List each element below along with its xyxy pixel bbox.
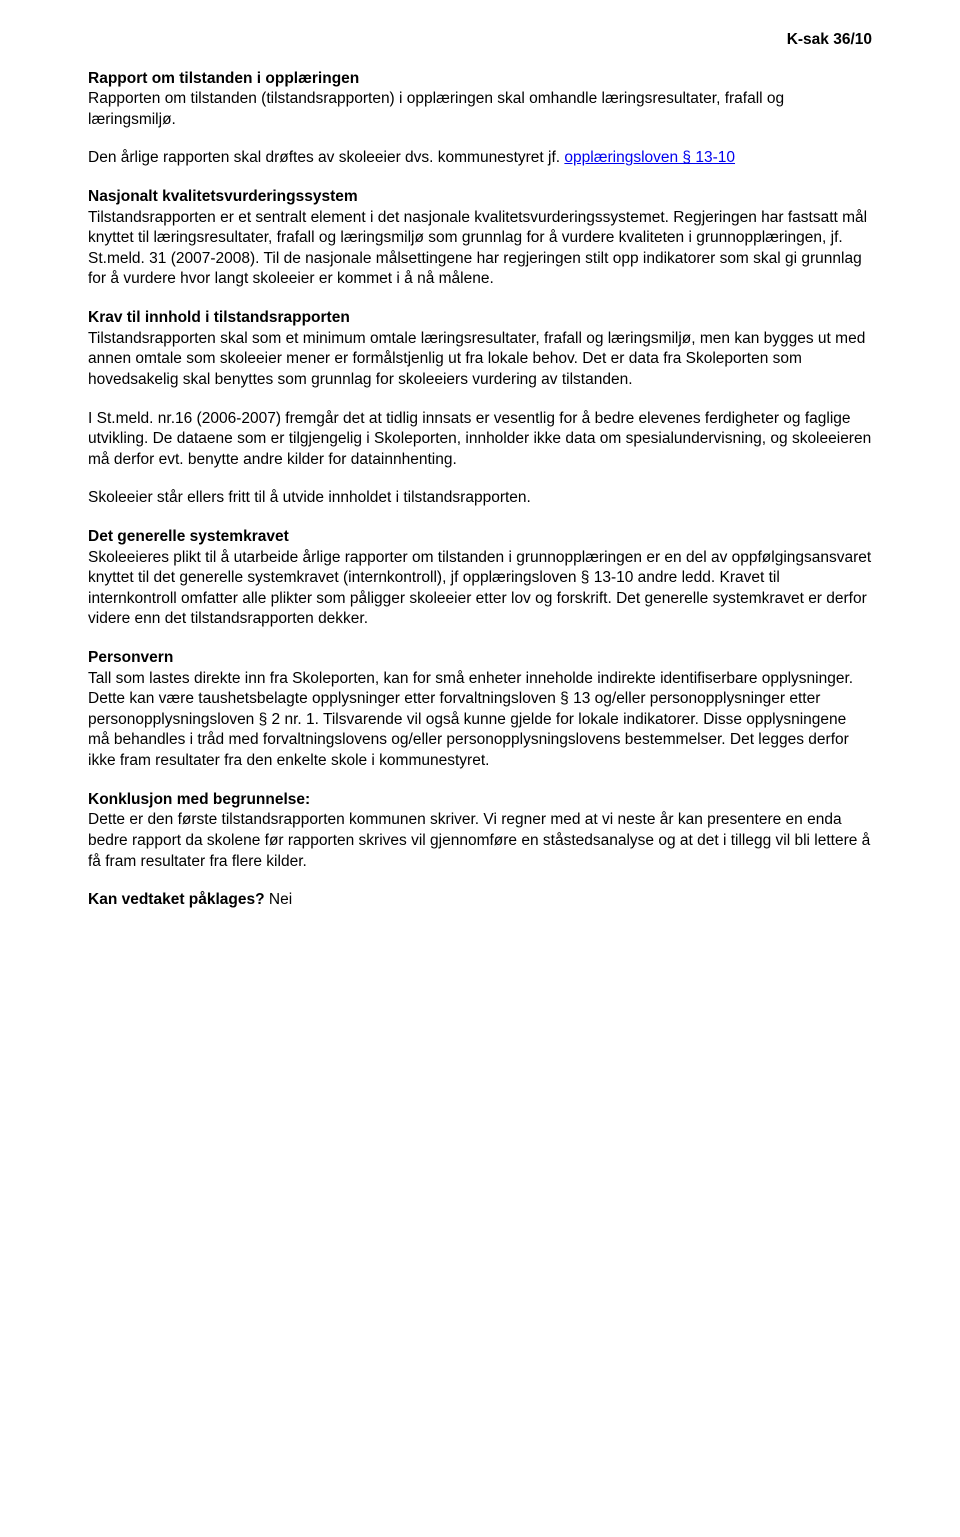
paragraph: Dette er den første tilstandsrapporten k… <box>88 810 872 872</box>
heading-systemkrav: Det generelle systemkravet <box>88 527 872 548</box>
answer-text: Nei <box>265 891 293 908</box>
heading-konklusjon: Konklusjon med begrunnelse: <box>88 790 872 811</box>
section-rapport: Rapport om tilstanden i opplæringen Rapp… <box>88 69 872 169</box>
paragraph: Skoleeier står ellers fritt til å utvide… <box>88 488 872 509</box>
paragraph: Tilstandsrapporten skal som et minimum o… <box>88 329 872 391</box>
paragraph: Den årlige rapporten skal drøftes av sko… <box>88 148 872 169</box>
law-link[interactable]: opplæringsloven § 13-10 <box>564 149 735 166</box>
document-page: K-sak 36/10 Rapport om tilstanden i oppl… <box>0 0 960 969</box>
section-konklusjon: Konklusjon med begrunnelse: Dette er den… <box>88 790 872 872</box>
section-systemkrav: Det generelle systemkravet Skoleeieres p… <box>88 527 872 630</box>
section-krav: Krav til innhold i tilstandsrapporten Ti… <box>88 308 872 509</box>
case-reference: K-sak 36/10 <box>88 30 872 51</box>
heading-nasjonalt: Nasjonalt kvalitetsvurderingssystem <box>88 187 872 208</box>
heading-personvern: Personvern <box>88 648 872 669</box>
section-vedtak: Kan vedtaket påklages? Nei <box>88 890 872 911</box>
paragraph: Tilstandsrapporten er et sentralt elemen… <box>88 208 872 290</box>
paragraph: I St.meld. nr.16 (2006-2007) fremgår det… <box>88 409 872 471</box>
heading-vedtak: Kan vedtaket påklages? <box>88 891 265 908</box>
heading-rapport: Rapport om tilstanden i opplæringen <box>88 69 872 90</box>
text: Den årlige rapporten skal drøftes av sko… <box>88 149 564 166</box>
section-nasjonalt: Nasjonalt kvalitetsvurderingssystem Tils… <box>88 187 872 290</box>
paragraph: Skoleeieres plikt til å utarbeide årlige… <box>88 548 872 630</box>
paragraph: Rapporten om tilstanden (tilstandsrappor… <box>88 89 872 130</box>
section-personvern: Personvern Tall som lastes direkte inn f… <box>88 648 872 772</box>
paragraph: Tall som lastes direkte inn fra Skolepor… <box>88 669 872 772</box>
heading-krav: Krav til innhold i tilstandsrapporten <box>88 308 872 329</box>
